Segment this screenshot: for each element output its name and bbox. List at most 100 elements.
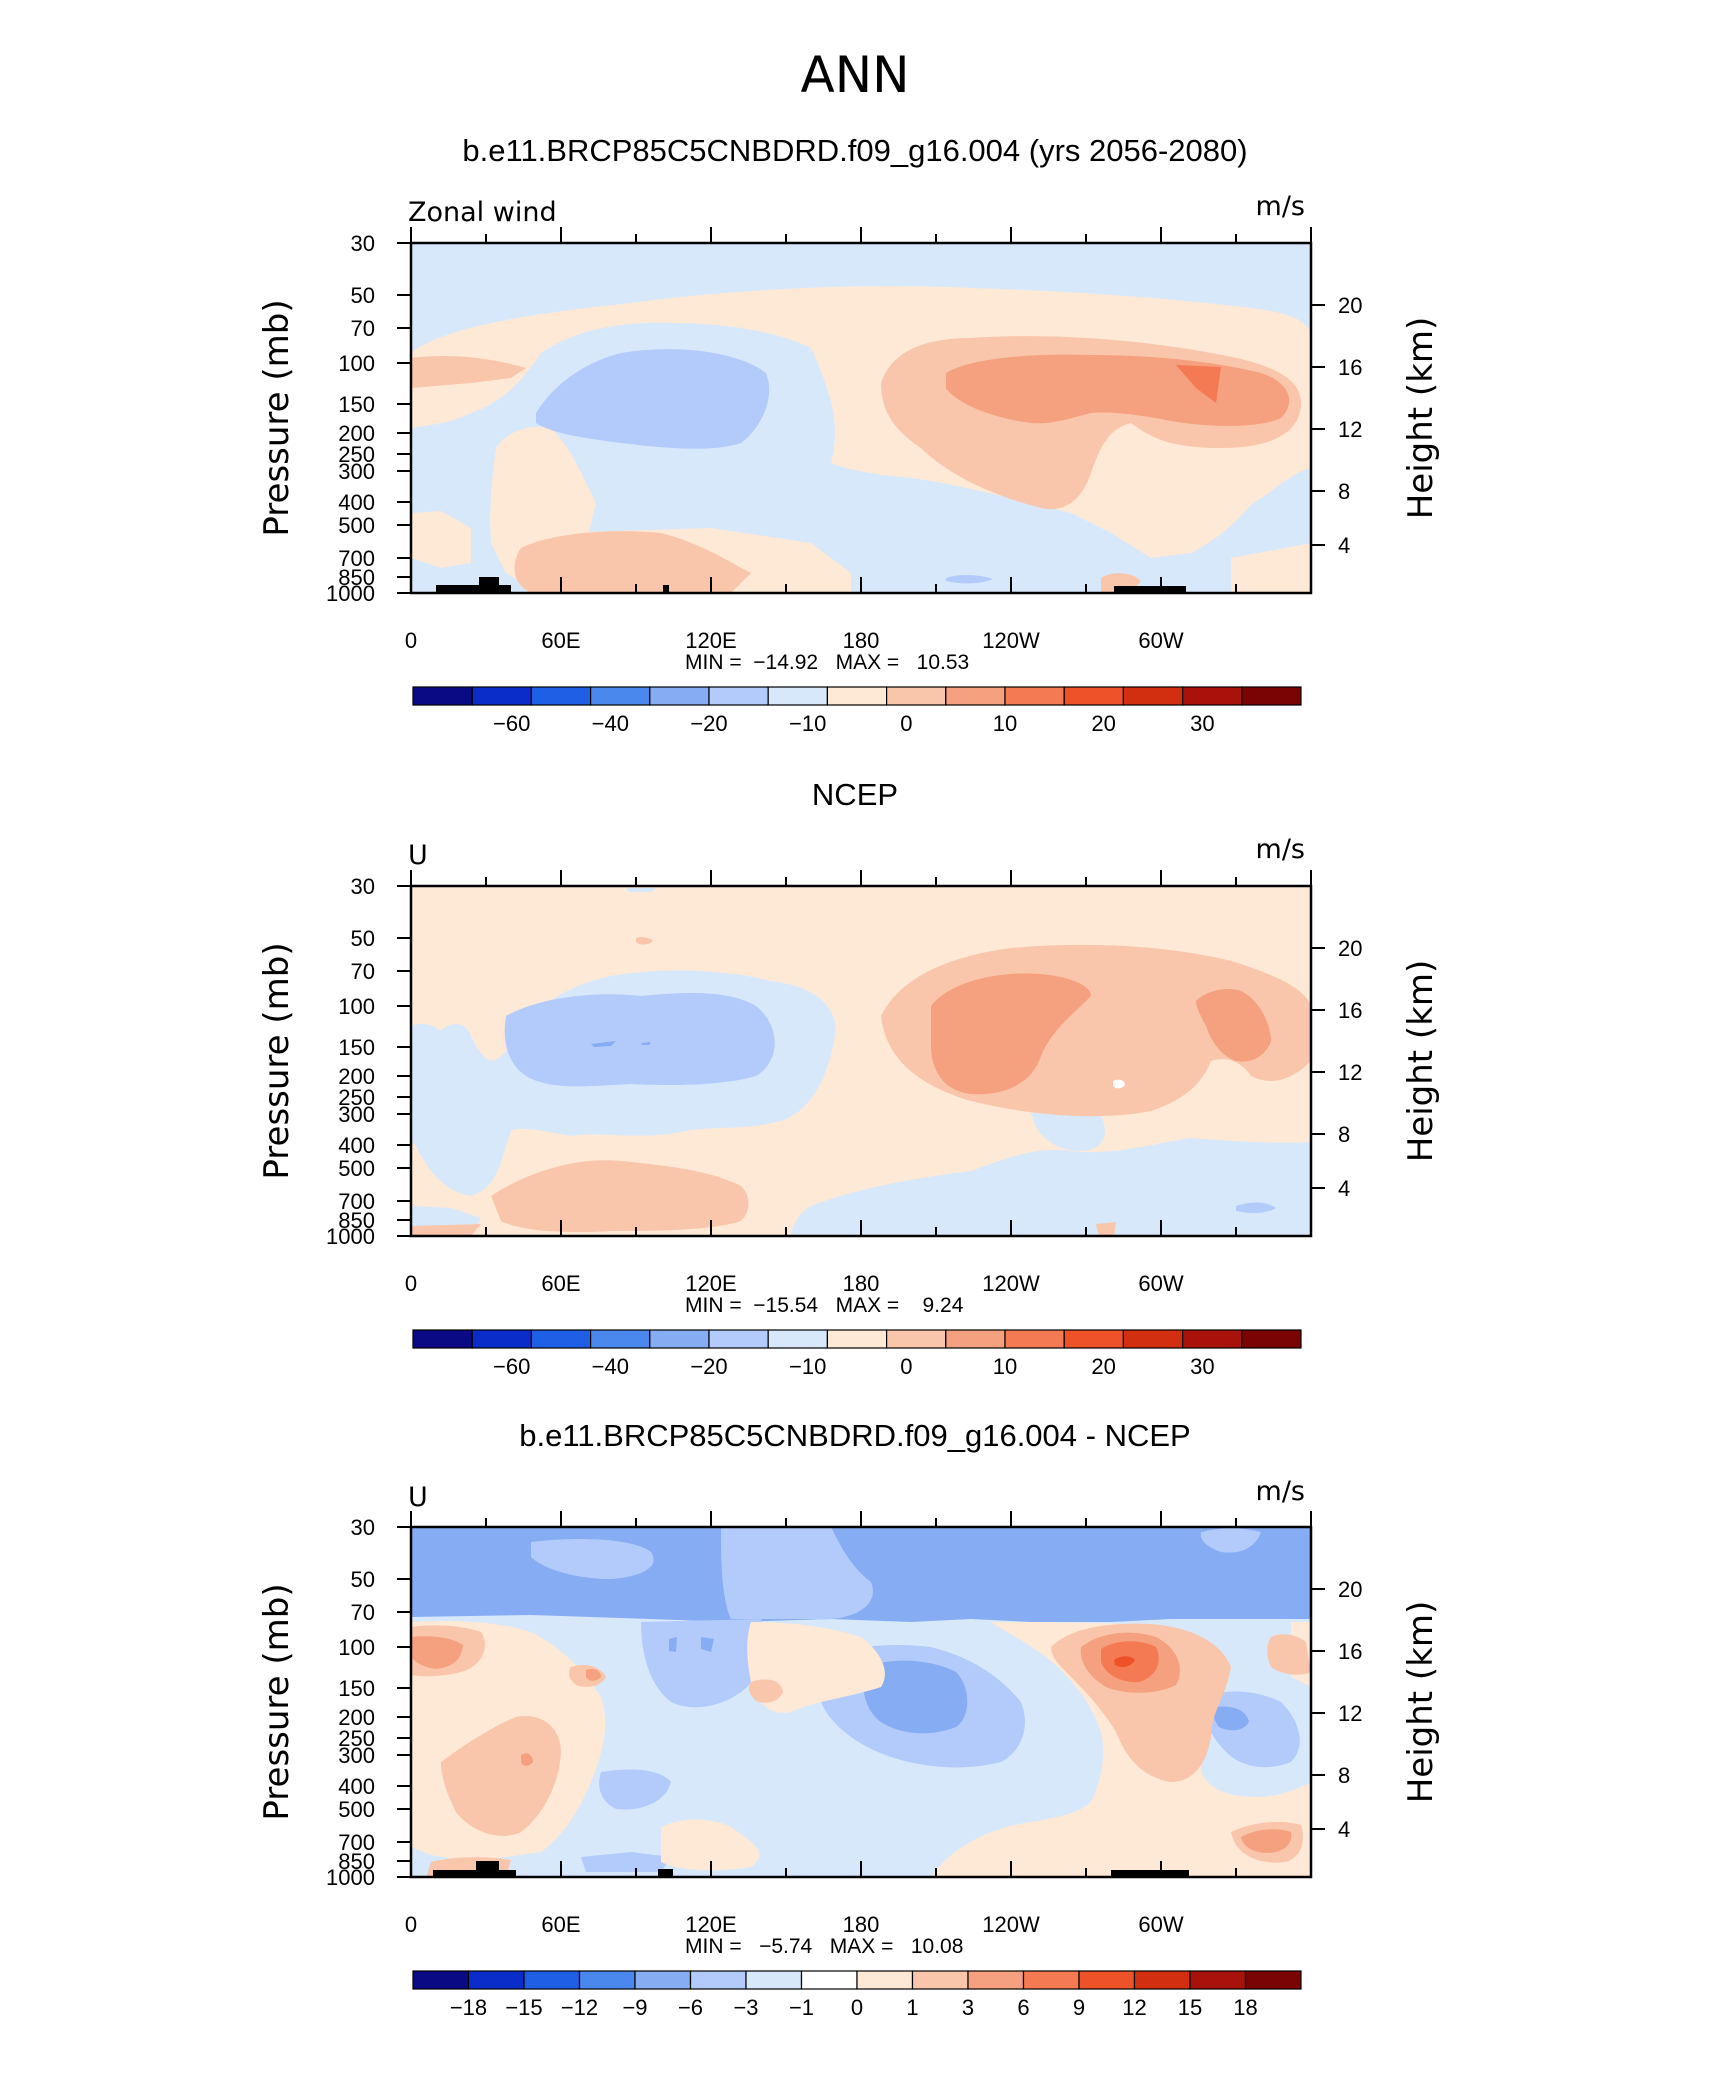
colorbar-swatch xyxy=(885,686,947,706)
panel-2-xtick-label: 60E xyxy=(541,1271,580,1296)
panel-3-axis-ticks xyxy=(397,1511,1325,1878)
panel-2-ytick-label: 500 xyxy=(338,1156,375,1181)
colorbar-swatch xyxy=(767,1329,829,1349)
panel-3-plot-field xyxy=(411,1527,1311,1877)
panel-2-ytick-label: 100 xyxy=(338,994,375,1019)
colorbar-label: 12 xyxy=(1122,1995,1146,2020)
panel-1-ytick-label: 250 xyxy=(338,442,375,467)
panel-1-ytick-label: 150 xyxy=(338,392,375,417)
panel-2-xtick-label: 120W xyxy=(982,1271,1040,1296)
colorbar-swatch xyxy=(1244,1970,1302,1990)
panel-2-ytick-right-label: 20 xyxy=(1338,936,1362,961)
panel-2-ytick-right-label: 16 xyxy=(1338,998,1362,1023)
colorbar-swatch xyxy=(523,1970,581,1990)
colorbar-swatch xyxy=(708,686,769,706)
panel-2-stats: MIN = −15.54 MAX = 9.24 xyxy=(685,1294,964,1317)
panel-3-ytick-right-label: 12 xyxy=(1338,1701,1362,1726)
panel-2-xtick-label: 0 xyxy=(405,1271,417,1296)
colorbar-label: 0 xyxy=(851,1995,863,2020)
panel-3-ytick-right-label: 20 xyxy=(1338,1577,1362,1602)
colorbar-label: 3 xyxy=(962,1995,974,2020)
colorbar-label: −6 xyxy=(678,1995,703,2020)
colorbar-label: 9 xyxy=(1073,1995,1085,2020)
panel-1-xtick-labels: 0 60E 120E 180 120W 60W xyxy=(405,628,1184,653)
panel-1-ytick-label: 200 xyxy=(338,421,375,446)
panel-3-xtick-label: 120E xyxy=(685,1912,736,1937)
colorbar-label: −18 xyxy=(450,1995,487,2020)
panel-1-xtick-label: 60E xyxy=(541,628,580,653)
colorbar-swatch xyxy=(1122,1329,1184,1349)
panel-1-ytick-label: 700 xyxy=(338,546,375,571)
panel-3: b.e11.BRCP85C5CNBDRD.f09_g16.004 - NCEP … xyxy=(257,1418,1441,2020)
panel-2-ytick-labels: 30 50 70 100 150 200 250 300 400 500 700… xyxy=(326,874,375,1249)
panel-1-title: b.e11.BRCP85C5CNBDRD.f09_g16.004 (yrs 20… xyxy=(462,133,1247,168)
panel-1-ytick-label: 100 xyxy=(338,351,375,376)
panel-1-ytick-label: 850 xyxy=(338,565,375,590)
panel-1-ytick-right-label: 20 xyxy=(1338,293,1362,318)
panel-3-ytick-label: 50 xyxy=(351,1567,375,1592)
panel-1-ylabel: Pressure (mb) xyxy=(257,299,297,536)
panel-2-xtick-label: 120E xyxy=(685,1271,736,1296)
colorbar-label: −10 xyxy=(789,711,826,736)
colorbar-swatch xyxy=(589,1329,651,1349)
colorbar-swatch xyxy=(412,1970,470,1990)
colorbar-label: 0 xyxy=(900,1354,912,1379)
colorbar-label: 20 xyxy=(1091,711,1115,736)
panel-2-units: m/s xyxy=(1256,834,1305,865)
panel-3-units: m/s xyxy=(1256,1476,1305,1507)
colorbar-label: −40 xyxy=(592,1354,629,1379)
panel-3-xtick-label: 180 xyxy=(843,1912,880,1937)
colorbar-swatch xyxy=(1022,1970,1080,1990)
colorbar-label: 1 xyxy=(906,1995,918,2020)
panel-3-xtick-label: 120W xyxy=(982,1912,1040,1937)
colorbar-swatch xyxy=(689,1970,747,1990)
panel-1-plot-field xyxy=(411,243,1311,593)
panel-3-ylabel: Pressure (mb) xyxy=(257,1583,297,1820)
colorbar-swatch xyxy=(1004,1329,1065,1349)
colorbar-swatch xyxy=(911,1970,969,1990)
panel-2-ytick-label: 1000 xyxy=(326,1224,375,1249)
colorbar-label: −12 xyxy=(561,1995,598,2020)
panel-2-ylabel: Pressure (mb) xyxy=(257,942,297,1179)
colorbar-swatch xyxy=(578,1970,636,1990)
panel-2-title: NCEP xyxy=(812,777,898,812)
panel-3-ytick-right-label: 4 xyxy=(1338,1817,1350,1842)
panel-3-ytick-label: 250 xyxy=(338,1726,375,1751)
colorbar-swatch xyxy=(1063,686,1124,706)
panel-1-xtick-label: 60W xyxy=(1138,628,1183,653)
colorbar-swatch xyxy=(530,686,592,706)
panel-3-ytick-right-label: 16 xyxy=(1338,1639,1362,1664)
panel-3-ytick-label: 30 xyxy=(351,1515,375,1540)
panel-2-ytick-label: 200 xyxy=(338,1064,375,1089)
colorbar-label: −9 xyxy=(622,1995,647,2020)
colorbar-swatch xyxy=(1241,1329,1302,1349)
colorbar-swatch xyxy=(1181,1329,1243,1349)
panel-2-ytick-label: 850 xyxy=(338,1208,375,1233)
panel-1-xtick-label: 180 xyxy=(843,628,880,653)
panel-1-ytick-label: 30 xyxy=(351,231,375,256)
colorbar-swatch xyxy=(412,1329,473,1349)
panel-1-ytick-label: 50 xyxy=(351,283,375,308)
panel-2-ytick-label: 50 xyxy=(351,926,375,951)
panel-3-xtick-label: 60W xyxy=(1138,1912,1183,1937)
panel-1-ytick-right-label: 4 xyxy=(1338,533,1350,558)
panel-2-ytick-right-label: 8 xyxy=(1338,1122,1350,1147)
colorbar-swatch xyxy=(945,1329,1006,1349)
panel-1-ytick-label: 1000 xyxy=(326,581,375,606)
panel-2-variable-label: U xyxy=(408,840,428,871)
colorbar-label: 15 xyxy=(1178,1995,1202,2020)
colorbar-label: 30 xyxy=(1190,711,1214,736)
panel-3-ytick-label: 700 xyxy=(338,1830,375,1855)
panel-1-xtick-label: 120W xyxy=(982,628,1040,653)
colorbar-swatch xyxy=(1004,686,1065,706)
colorbar-label: −10 xyxy=(789,1354,826,1379)
colorbar-swatch xyxy=(800,1970,858,1990)
colorbar-label: −3 xyxy=(733,1995,758,2020)
panel-1: b.e11.BRCP85C5CNBDRD.f09_g16.004 (yrs 20… xyxy=(257,133,1441,736)
panel-3-ytick-right-label: 8 xyxy=(1338,1763,1350,1788)
panel-3-ytick-labels-right: 20 16 12 8 4 xyxy=(1338,1577,1362,1842)
panel-3-ytick-label: 500 xyxy=(338,1797,375,1822)
panel-1-ytick-labels-right: 20 16 12 8 4 xyxy=(1338,293,1362,558)
colorbar-swatch xyxy=(1133,1970,1191,1990)
